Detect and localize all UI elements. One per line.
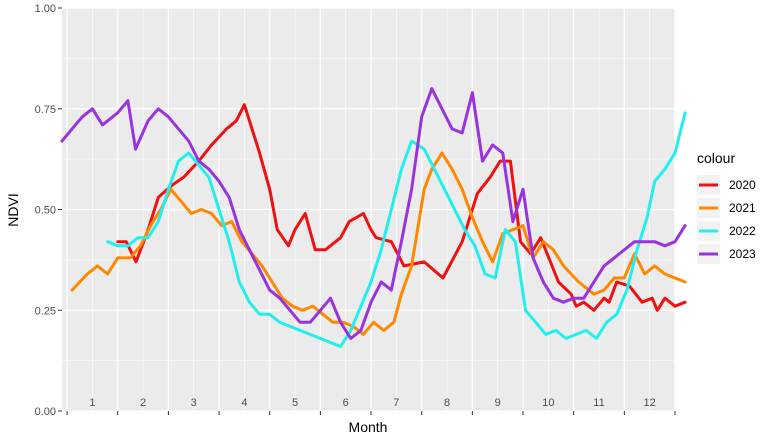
y-tick-label: 0.75: [35, 104, 56, 116]
legend-label-2021: 2021: [729, 201, 756, 215]
legend-title: colour: [697, 150, 735, 166]
major-gridlines: [62, 7, 676, 412]
x-tick-label: 7: [393, 397, 399, 409]
y-tick-label: 0.25: [35, 305, 56, 317]
y-axis: 0.00 0.25 0.50 0.75 1.00: [35, 3, 62, 418]
x-tick-label: 11: [593, 397, 604, 409]
series-line-2022: [106, 111, 687, 348]
x-tick-label: 10: [542, 397, 554, 409]
series-line-2020: [116, 103, 687, 312]
legend-label-2022: 2022: [729, 224, 756, 238]
x-tick-label: 6: [343, 397, 349, 409]
x-tick-label: 2: [140, 397, 146, 409]
x-tick-label: 9: [495, 397, 501, 409]
x-axis: 1 2 3 4 5 6 7 8 9 10 11 12: [66, 397, 676, 415]
y-tick-label: 0.00: [35, 406, 56, 418]
x-tick-label: 3: [191, 397, 197, 409]
x-tick-label: 5: [292, 397, 298, 409]
series-line-2021: [70, 151, 687, 336]
y-tick-label: 0.50: [35, 205, 56, 217]
x-tick-label: 12: [644, 397, 656, 409]
y-tick-label: 1.00: [35, 3, 56, 15]
legend: colour 2020 2021 2022 2023: [697, 150, 756, 264]
series-line-2023: [60, 87, 687, 340]
legend-label-2020: 2020: [729, 178, 756, 192]
y-axis-title: NDVI: [5, 193, 21, 226]
x-axis-title: Month: [349, 419, 388, 435]
x-tick-label: 4: [241, 397, 247, 409]
legend-label-2023: 2023: [729, 247, 756, 261]
series-lines: [60, 87, 687, 348]
x-tick-label: 8: [444, 397, 450, 409]
x-tick-label: 1: [89, 397, 95, 409]
